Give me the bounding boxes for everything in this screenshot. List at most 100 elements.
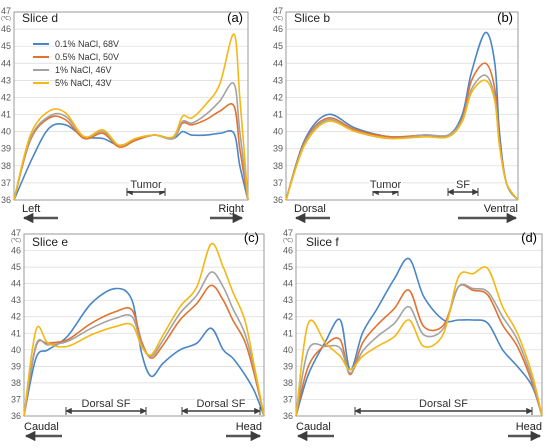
y-tick-label: 36	[283, 411, 293, 421]
y-tick-label: 40	[273, 127, 283, 137]
y-tick-label: 41	[283, 328, 293, 338]
y-tick-label: 39	[1, 144, 11, 154]
chart-title: Slice b	[294, 11, 330, 25]
y-tick-label: 39	[11, 361, 21, 371]
series-line-orange	[23, 284, 265, 417]
legend-label: 5% NaCl, 43V	[55, 78, 112, 88]
legend-label: 0.1% NaCl, 68V	[55, 39, 119, 49]
annotation-label-bg	[368, 179, 403, 191]
panel-label: (a)	[227, 10, 243, 25]
y-tick-label: 45	[11, 262, 21, 272]
chart-title: Slice d	[22, 11, 58, 25]
annotation-label-bg	[454, 179, 472, 191]
y-tick-label: 42	[1, 92, 11, 102]
plot-frame	[23, 233, 265, 417]
y-tick-label: 43	[1, 75, 11, 85]
y-tick-label: 44	[1, 58, 11, 68]
chart-panel-1: 36 37 38 39 40 41 42 43 44 45 46 47(℃) Slice d (a) Tum…	[1, 6, 249, 224]
legend-label: 0.5% NaCl, 50V	[55, 52, 119, 62]
y-tick-label: 38	[273, 161, 283, 171]
chart-panel-3: 36 37 38 39 40 41 42 43 44 45 46 47(℃) Slice e (c) Dor…	[11, 228, 265, 442]
direction-label-left: Caudal	[24, 421, 59, 433]
y-tick-label: 39	[273, 144, 283, 154]
annotation-label-bg	[418, 398, 470, 410]
annotation-label-bg	[195, 398, 247, 410]
panel-label: (c)	[244, 230, 259, 245]
y-tick-label: 42	[11, 312, 21, 322]
y-tick-label: 37	[273, 178, 283, 188]
plot-frame	[13, 11, 249, 201]
chart-panel-4: 36 37 38 39 40 41 42 43 44 45 46 47(℃) Slice f (d) Dor…	[283, 228, 543, 442]
direction-label-left: Caudal	[296, 421, 331, 433]
series-line-yellow	[23, 242, 265, 417]
y-tick-label: 40	[283, 345, 293, 355]
y-tick-label: 45	[1, 41, 11, 51]
y-tick-label: 45	[283, 262, 293, 272]
annotation-label-bg	[80, 398, 132, 410]
y-tick-label: 42	[273, 92, 283, 102]
panel-label: (d)	[521, 230, 537, 245]
y-tick-label: 47	[1, 6, 11, 16]
annotation-label: Dorsal SF	[419, 398, 468, 410]
panel-label: (b)	[497, 10, 513, 25]
annotation-label: Dorsal SF	[197, 398, 246, 410]
y-tick-label: 43	[11, 295, 21, 305]
series-line-blue	[295, 257, 543, 417]
y-tick-label: 44	[11, 279, 21, 289]
legend-label: 1% NaCl, 46V	[55, 65, 112, 75]
y-tick-label: 36	[273, 195, 283, 205]
y-tick-label: 36	[11, 411, 21, 421]
direction-label-right: Head	[516, 421, 542, 433]
plot-frame	[295, 233, 543, 417]
series-line-blue	[285, 31, 519, 201]
direction-label-right: Head	[236, 421, 262, 433]
y-tick-label: 43	[273, 75, 283, 85]
chart-title: Slice f	[306, 235, 339, 249]
y-tick-label: 41	[1, 110, 11, 120]
y-tick-label: 43	[283, 295, 293, 305]
y-tick-label: 44	[273, 58, 283, 68]
y-tick-label: 45	[273, 41, 283, 51]
series-line-orange	[295, 284, 543, 417]
y-tick-label: 46	[283, 246, 293, 256]
chart-panel-2: 36 37 38 39 40 41 42 43 44 45 46 47(℃) Slice b (b) Tum…	[273, 6, 519, 224]
y-tick-label: 37	[1, 178, 11, 188]
annotation-label: Dorsal SF	[82, 398, 131, 410]
y-tick-label: 44	[283, 279, 293, 289]
y-unit-label: (℃)	[273, 16, 283, 22]
y-unit-label: (℃)	[1, 16, 11, 22]
direction-label-right: Ventral	[484, 203, 518, 215]
series-line-yellow	[13, 33, 249, 201]
y-tick-label: 46	[1, 24, 11, 34]
series-line-blue	[23, 287, 265, 417]
y-tick-label: 38	[11, 378, 21, 388]
annotation-label: SF	[456, 179, 470, 191]
direction-label-left: Dorsal	[294, 203, 326, 215]
y-tick-label: 37	[283, 394, 293, 404]
series-line-yellow	[295, 266, 543, 417]
y-tick-label: 46	[11, 246, 21, 256]
plot-frame	[285, 11, 519, 201]
y-tick-label: 41	[273, 110, 283, 120]
y-tick-label: 40	[11, 345, 21, 355]
annotation-label: Tumor	[370, 179, 402, 191]
direction-label-right: Right	[218, 203, 244, 215]
series-line-gray	[295, 283, 543, 417]
y-tick-label: 36	[1, 195, 11, 205]
annotation-label: Tumor	[130, 179, 162, 191]
legend: 0.1% NaCl, 68V 0.5% NaCl, 50V 1% NaCl, 46V…	[33, 39, 119, 88]
y-tick-label: 42	[283, 312, 293, 322]
y-tick-label: 38	[1, 161, 11, 171]
series-line-gray	[23, 271, 265, 417]
series-line-yellow	[285, 79, 519, 201]
y-tick-label: 40	[1, 127, 11, 137]
y-unit-label: (℃)	[11, 238, 21, 244]
y-tick-label: 47	[283, 228, 293, 238]
y-tick-label: 38	[283, 378, 293, 388]
y-unit-label: (℃)	[283, 238, 293, 244]
y-tick-label: 47	[273, 6, 283, 16]
annotation-label-bg	[129, 179, 164, 191]
y-tick-label: 47	[11, 228, 21, 238]
chart-title: Slice e	[32, 235, 68, 249]
